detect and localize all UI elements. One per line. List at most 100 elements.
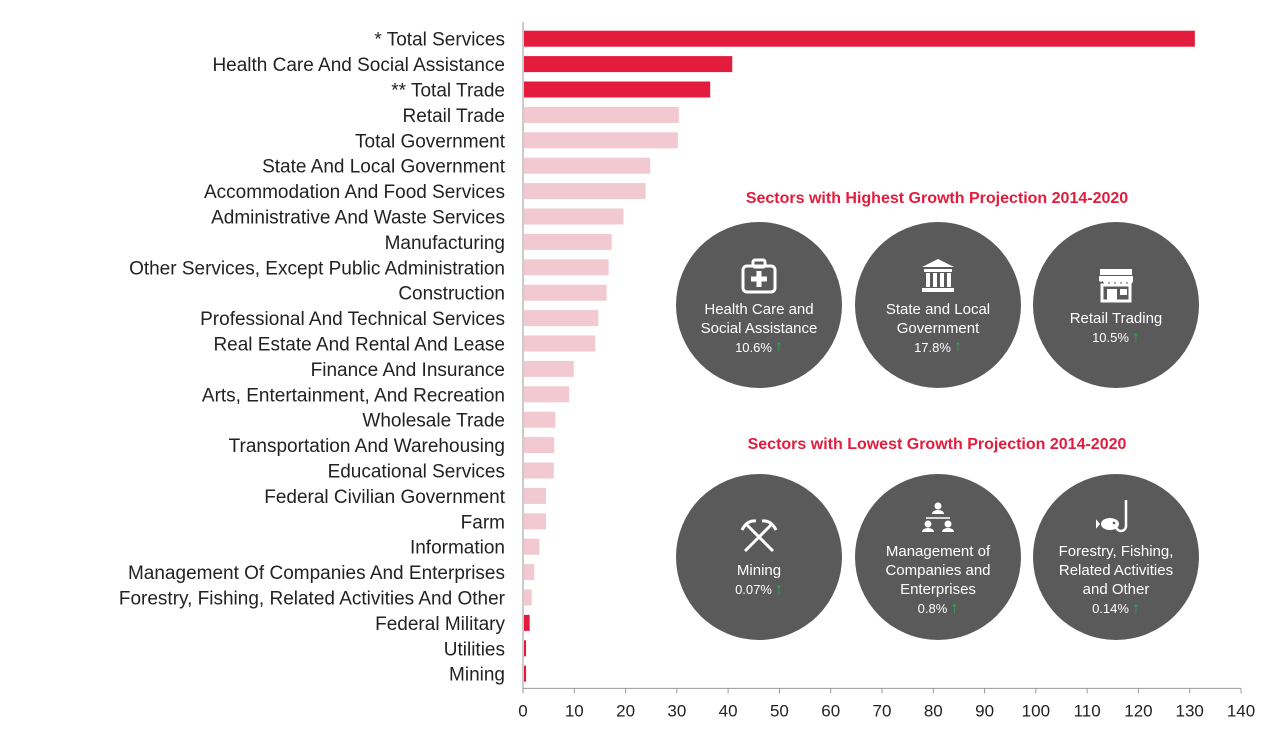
category-label: Other Services, Except Public Administra… (129, 258, 505, 279)
up-arrow-icon: ↑ (950, 599, 959, 617)
circle-name: Mining (736, 562, 782, 579)
highest-circle-state-local-government: State and Local Government 17.8% ↑ (855, 222, 1021, 388)
bar (524, 564, 535, 581)
bar (524, 411, 556, 428)
circle-name: Health Care and Social Assistance (700, 300, 818, 337)
bar (524, 589, 532, 606)
category-label: Mining (449, 665, 505, 686)
lowest-panel-title: Sectors with Lowest Growth Projection 20… (747, 436, 1127, 453)
bar (524, 30, 1195, 47)
category-label: Total Government (355, 131, 506, 152)
x-tick-label: 100 (1022, 701, 1050, 720)
highest-circle-retail-trading: Retail Trading 10.5% ↑ (1033, 222, 1199, 388)
bar (524, 386, 570, 403)
x-tick-label: 90 (975, 701, 994, 720)
circle-name: State and Local Government (885, 300, 991, 337)
category-label-group: * Total Services Health Care And Social A… (119, 30, 506, 686)
category-label: State And Local Government (262, 157, 506, 178)
org-chart-icon (918, 498, 958, 538)
category-label: ** Total Trade (391, 81, 505, 102)
bar (524, 284, 607, 301)
bar (524, 106, 679, 123)
circle-percent: 0.14% ↑ (1092, 599, 1140, 617)
bar (524, 233, 612, 250)
highest-panel-title: Sectors with Highest Growth Projection 2… (745, 190, 1129, 207)
x-tick-label: 80 (924, 701, 943, 720)
x-tick-label: 110 (1074, 701, 1101, 720)
circle-percent: 0.8% ↑ (917, 599, 959, 617)
circle-percent: 0.07% ↑ (735, 580, 783, 598)
x-tick-label: 70 (873, 701, 892, 720)
category-label: Federal Civilian Government (264, 487, 505, 508)
lowest-circle-forestry-fishing: Forestry, Fishing, Related Activities an… (1033, 474, 1199, 640)
bar (524, 538, 540, 555)
category-label: Arts, Entertainment, And Recreation (202, 385, 505, 406)
category-label: Federal Military (375, 614, 505, 635)
circle-percent: 17.8% ↑ (914, 338, 962, 355)
medical-kit-icon (739, 256, 779, 296)
category-label: Professional And Technical Services (200, 309, 505, 330)
x-tick-label: 30 (667, 701, 686, 720)
x-tick-label: 60 (821, 701, 840, 720)
bar-group (524, 30, 1195, 682)
category-label: Information (410, 538, 505, 559)
government-building-icon (918, 256, 958, 296)
circle-percent: 10.5% ↑ (1092, 328, 1140, 346)
bar (524, 640, 527, 657)
bar (524, 614, 530, 631)
up-arrow-icon: ↑ (1131, 599, 1140, 617)
category-label: Construction (398, 284, 505, 305)
category-label: Finance And Insurance (311, 360, 505, 381)
bar (524, 208, 624, 225)
category-label: Transportation And Warehousing (229, 436, 505, 457)
category-label: Administrative And Waste Services (211, 208, 505, 229)
category-label: * Total Services (374, 30, 505, 51)
category-label: Manufacturing (385, 233, 505, 254)
x-tick-label: 40 (719, 701, 738, 720)
category-label: Utilities (444, 639, 505, 660)
x-tick-label: 130 (1176, 701, 1204, 720)
up-arrow-icon: ↑ (774, 338, 783, 355)
bar (524, 183, 646, 200)
up-arrow-icon: ↑ (1131, 328, 1140, 346)
bar (524, 310, 599, 327)
x-tick-label: 140 (1227, 701, 1255, 720)
storefront-icon (1096, 265, 1136, 305)
category-label: Educational Services (328, 462, 505, 483)
x-tick-label: 10 (565, 701, 584, 720)
x-tick-label: 20 (616, 701, 635, 720)
bar (524, 259, 609, 276)
bar (524, 665, 527, 682)
bar (524, 56, 733, 73)
category-label: Management Of Companies And Enterprises (128, 563, 505, 584)
category-label: Health Care And Social Assistance (212, 55, 505, 76)
bar (524, 157, 651, 174)
category-label: Accommodation And Food Services (204, 182, 505, 203)
bar (524, 437, 555, 454)
bar (524, 360, 574, 377)
category-label: Forestry, Fishing, Related Activities An… (119, 589, 506, 610)
crossed-pickaxes-icon (739, 517, 779, 557)
lowest-circle-mining: Mining 0.07% ↑ (676, 474, 842, 640)
bar (524, 132, 678, 149)
bar (524, 81, 711, 98)
up-arrow-icon: ↑ (774, 580, 783, 598)
bar (524, 513, 547, 530)
x-tick-label: 0 (518, 701, 527, 720)
up-arrow-icon: ↑ (953, 338, 962, 355)
category-label: Retail Trade (403, 106, 505, 127)
bar (524, 462, 554, 479)
category-label: Farm (461, 512, 505, 533)
x-tick-label: 120 (1124, 701, 1152, 720)
bar (524, 487, 547, 504)
circle-name: Management of Companies and Enterprises (885, 543, 991, 598)
circle-name: Forestry, Fishing, Related Activities an… (1058, 543, 1174, 598)
category-label: Real Estate And Rental And Lease (213, 335, 505, 356)
circle-percent: 10.6% ↑ (735, 338, 783, 355)
circle-name: Retail Trading (1069, 310, 1163, 327)
x-tick-label: 50 (770, 701, 789, 720)
x-axis: 0 10 20 30 40 50 60 70 80 90 100 110 120 130 140 (518, 22, 1255, 720)
category-label: Wholesale Trade (362, 411, 505, 432)
highest-circle-health-care: Health Care and Social Assistance 10.6% ↑ (676, 222, 842, 388)
